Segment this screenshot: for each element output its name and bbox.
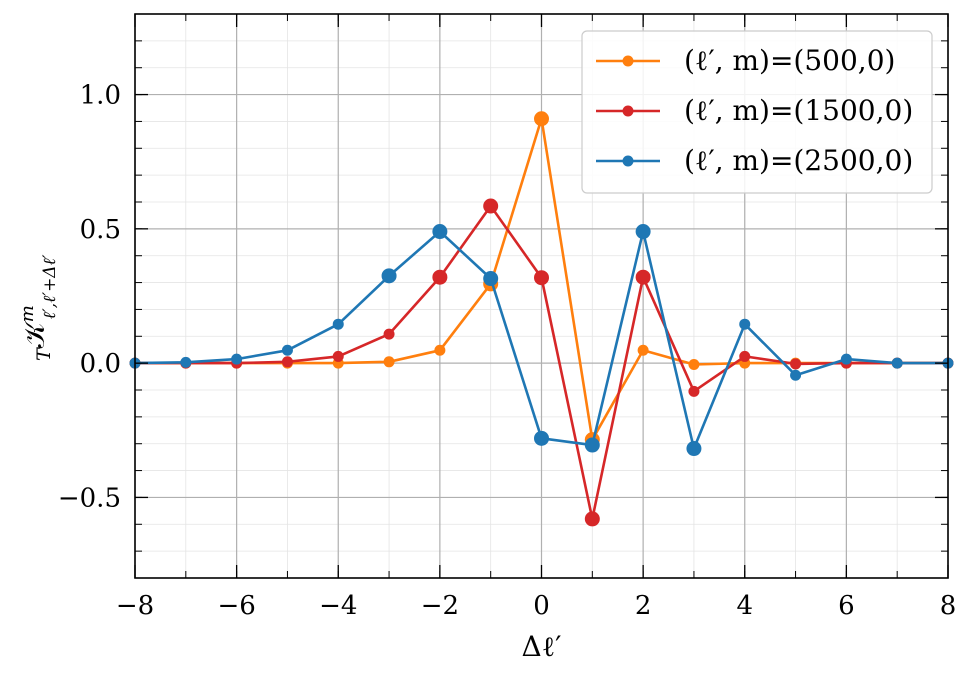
legend: (ℓ′, m)=(500,0) (ℓ′, m)=(1500,0) (ℓ′, m)=(…	[581, 30, 933, 194]
data-point	[686, 441, 702, 457]
legend-box	[581, 30, 933, 194]
data-point	[891, 357, 903, 369]
data-point	[739, 350, 751, 362]
data-point	[434, 344, 446, 356]
x-tick-label: 0	[533, 591, 550, 621]
ticks-layer	[134, 13, 949, 579]
tick-labels: −8 −6 −4 −2 0 2 4 6 8 −0.5 0.0 0.5 1.0	[58, 81, 956, 621]
data-point	[739, 318, 751, 330]
data-point	[483, 271, 499, 287]
y-axis-label-main: 𝒦	[18, 318, 51, 348]
y-tick-label: 0.5	[80, 215, 121, 245]
data-point	[534, 270, 549, 286]
x-tick-label: −6	[217, 591, 255, 621]
data-point	[383, 328, 395, 340]
y-axis-label-superscript: m	[17, 305, 38, 322]
legend-label: (ℓ′, m)=(500,0)	[684, 44, 895, 77]
data-point	[483, 198, 499, 214]
data-point	[584, 511, 600, 527]
data-point	[180, 356, 192, 368]
y-tick-label: −0.5	[58, 483, 121, 513]
data-point	[332, 318, 344, 330]
data-point	[635, 269, 651, 285]
x-tick-label: −4	[319, 591, 357, 621]
y-axis-label-prefix: T	[33, 347, 55, 361]
y-axis-label-subscript: ℓ′,ℓ′+Δℓ′	[40, 254, 60, 319]
data-point	[688, 358, 700, 370]
data-point	[281, 344, 293, 356]
data-point	[432, 269, 448, 285]
data-point	[635, 224, 651, 240]
series-layer	[129, 111, 954, 527]
legend-swatch-marker	[622, 155, 634, 167]
legend-label: (ℓ′, m)=(1500,0)	[684, 94, 913, 127]
data-point	[534, 111, 549, 127]
y-axis-label: T𝒦m ℓ′,ℓ′+Δℓ′	[17, 254, 60, 361]
data-point	[584, 437, 600, 453]
data-point	[840, 353, 852, 365]
y-tick-label: 0.0	[80, 349, 121, 379]
data-point	[332, 350, 344, 362]
x-tick-label: 6	[838, 591, 855, 621]
legend-label: (ℓ′, m)=(2500,0)	[684, 144, 913, 177]
data-point	[637, 344, 649, 356]
data-point	[231, 353, 243, 365]
x-tick-label: 2	[635, 591, 652, 621]
data-point	[381, 268, 397, 284]
data-point	[383, 356, 395, 368]
legend-swatch-marker	[622, 105, 634, 117]
x-tick-label: 4	[736, 591, 753, 621]
y-tick-label: 1.0	[80, 81, 121, 111]
data-point	[790, 358, 802, 370]
series-2	[129, 224, 954, 457]
data-point	[688, 385, 700, 397]
data-point	[534, 430, 549, 446]
legend-swatch-marker	[622, 55, 634, 67]
x-tick-label: −8	[116, 591, 154, 621]
x-tick-label: 8	[940, 591, 957, 621]
data-point	[790, 369, 802, 381]
x-tick-label: −2	[421, 591, 459, 621]
data-point	[281, 356, 293, 368]
data-point	[432, 224, 448, 240]
x-axis-label: Δℓ′	[522, 630, 562, 663]
